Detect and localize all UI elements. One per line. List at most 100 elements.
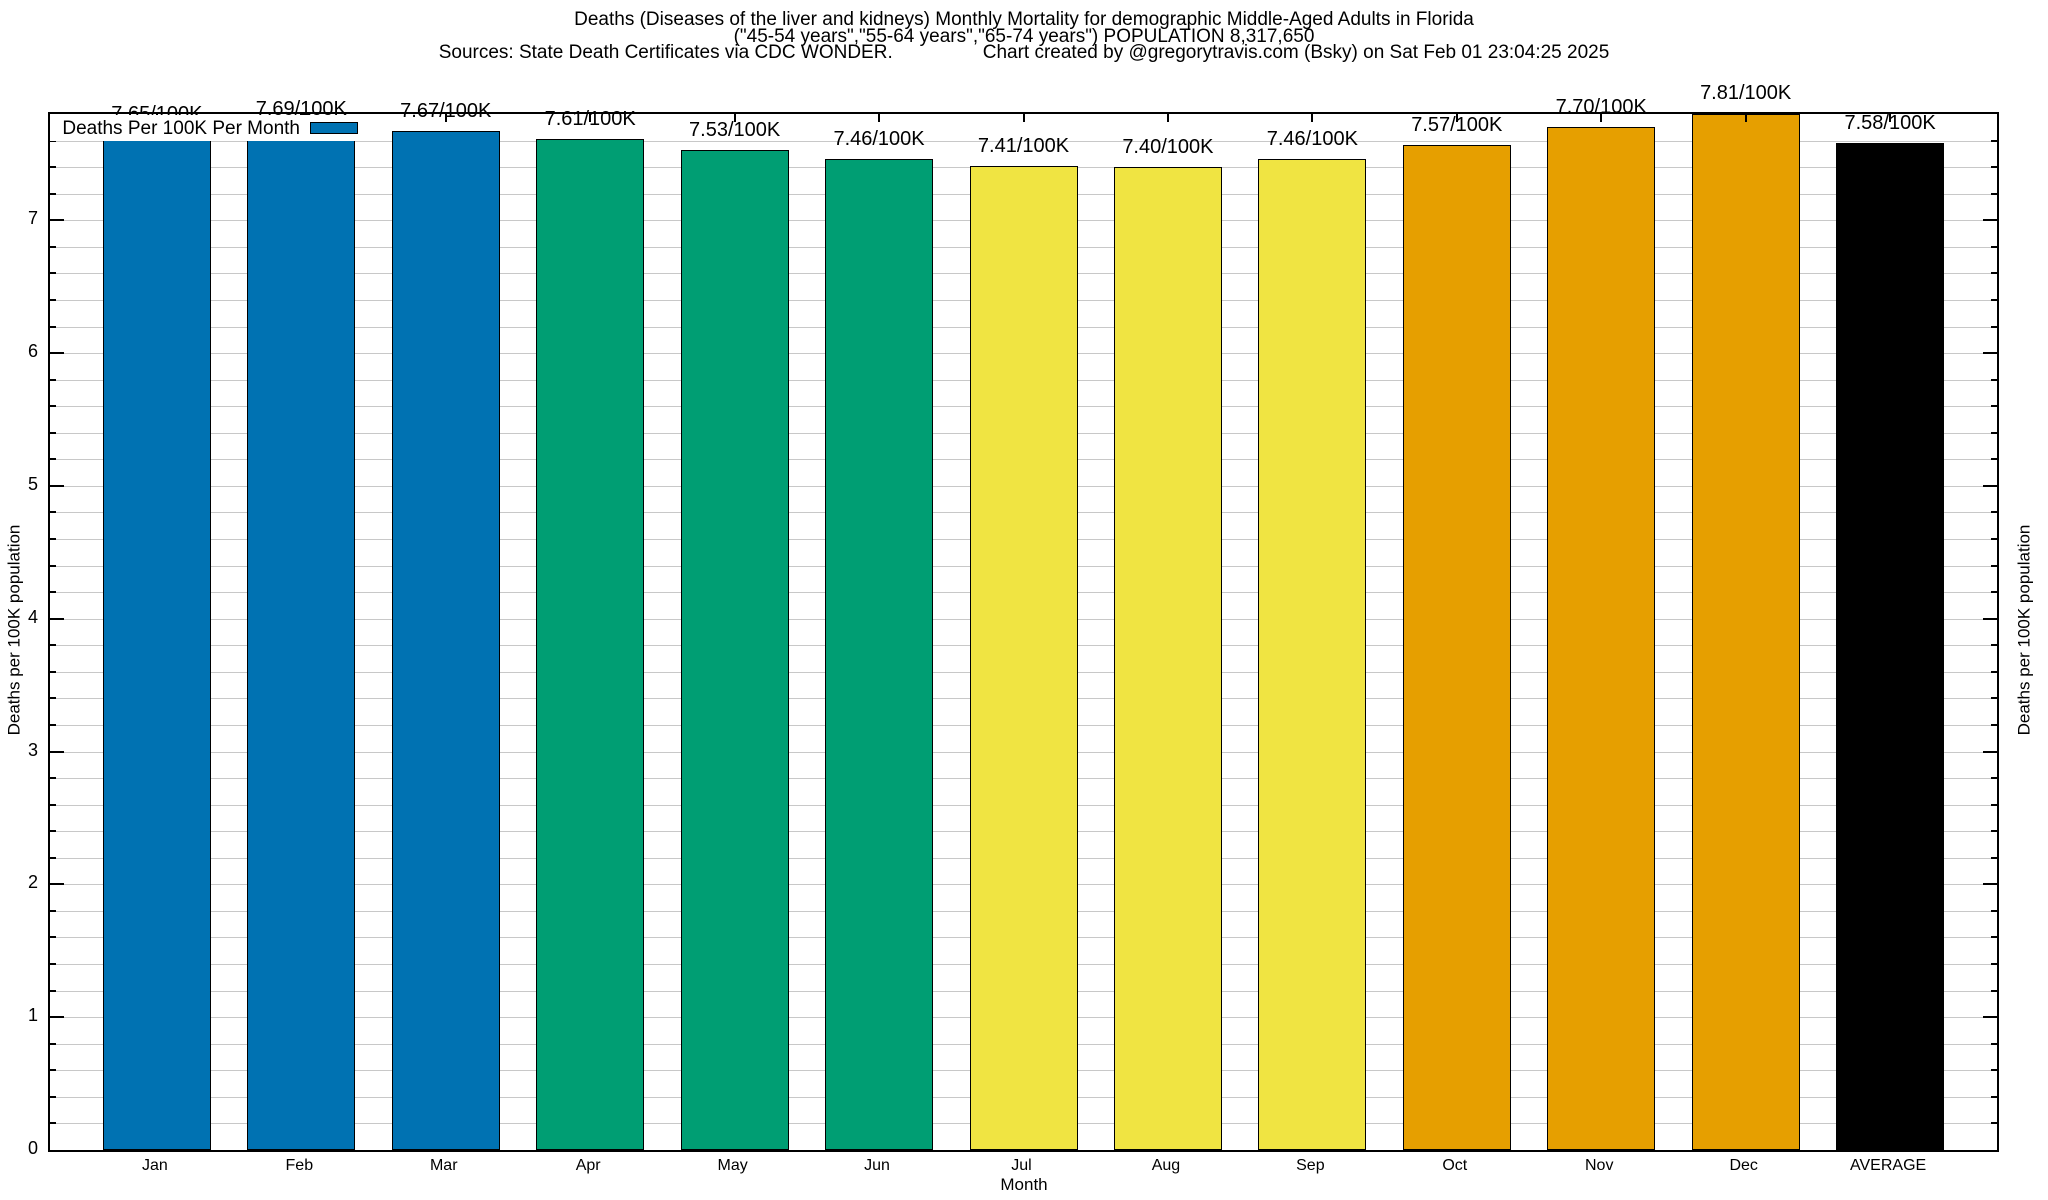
y-minor-tick-right [1991,644,1997,647]
y-minor-tick-right [1991,1069,1997,1072]
y-minor-tick-right [1991,856,1997,859]
y-tick-label: 4 [27,606,38,627]
bar-value-label: 7.46/100K [1266,128,1358,151]
y-major-tick-right [1983,1016,1997,1019]
chart-title-line3: Sources: State Death Certificates via CD… [0,43,2048,62]
y-major-tick-right [1983,219,1997,222]
y-minor-tick-right [1991,670,1997,673]
top-category-tick [1889,114,1892,122]
y-minor-tick-right [1991,697,1997,700]
y-axis-label-right: Deaths per 100K population [2014,524,2034,736]
y-major-tick-right [1983,352,1997,355]
y-tick-label: 5 [27,473,38,494]
x-tick-label-may: May [717,1157,748,1174]
y-minor-tick-left [50,963,56,966]
top-category-tick [733,114,736,122]
y-tick-label: 1 [27,1005,38,1026]
bar-apr [536,139,645,1150]
y-minor-tick-right [1991,989,1997,992]
y-minor-tick-right [1991,777,1997,780]
y-major-tick-right [1983,484,1997,487]
y-major-tick-left [50,352,64,355]
y-minor-tick-left [50,723,56,726]
chart-sources: Sources: State Death Certificates via CD… [438,42,893,63]
y-minor-tick-left [50,1042,56,1045]
y-minor-tick-left [50,405,56,408]
x-tick-label-average: AVERAGE [1850,1157,1927,1174]
y-minor-tick-left [50,1122,56,1125]
top-category-tick [1744,114,1747,122]
y-minor-tick-right [1991,298,1997,301]
bar-mar [391,131,500,1150]
bar-value-label: 7.61/100K [544,108,636,131]
y-minor-tick-right [1991,538,1997,541]
y-minor-tick-right [1991,936,1997,939]
y-minor-tick-left [50,697,56,700]
bar-value-label: 7.46/100K [833,128,925,151]
bar-sep [1258,159,1367,1150]
top-category-tick [1311,114,1314,122]
x-tick-label-dec: Dec [1729,1157,1758,1174]
x-tick-label-oct: Oct [1442,1157,1468,1174]
x-tick-label-mar: Mar [429,1157,458,1174]
y-minor-tick-right [1991,325,1997,328]
legend: Deaths Per 100K Per Month [50,115,362,141]
bar-value-label: 7.70/100K [1555,96,1647,119]
y-minor-tick-left [50,1095,56,1098]
y-tick-label: 3 [27,739,38,760]
y-minor-tick-left [50,1069,56,1072]
y-minor-tick-left [50,564,56,567]
y-major-tick-right [1983,617,1997,620]
y-minor-tick-left [50,166,56,169]
y-minor-tick-right [1991,139,1997,142]
bar-value-label: 7.53/100K [689,118,781,141]
y-minor-tick-left [50,298,56,301]
y-tick-label: 7 [27,208,38,229]
y-minor-tick-left [50,644,56,647]
x-tick-label-jun: Jun [864,1157,890,1174]
x-tick-label-sep: Sep [1296,1157,1325,1174]
x-tick-label-jan: Jan [141,1157,168,1174]
y-major-tick-left [50,883,64,886]
y-minor-tick-left [50,538,56,541]
bar-oct [1402,144,1511,1150]
bar-nov [1547,127,1656,1150]
bar-value-label: 7.41/100K [977,134,1070,157]
y-tick-label: 2 [27,872,38,893]
chart-credit: Chart created by @gregorytravis.com (Bsk… [982,42,1610,63]
y-major-tick-right [1983,750,1997,753]
bar-value-label: 7.67/100K [400,100,492,123]
top-category-tick [444,114,447,122]
y-minor-tick-left [50,378,56,381]
y-minor-tick-right [1991,803,1997,806]
x-tick-label-feb: Feb [285,1157,314,1174]
bar-dec [1691,114,1800,1150]
bar-jan [102,133,211,1150]
y-minor-tick-right [1991,431,1997,434]
bar-jun [825,159,934,1150]
x-tick-label-apr: Apr [575,1157,601,1174]
y-major-tick-left [50,484,64,487]
y-minor-tick-right [1991,1095,1997,1098]
x-tick-label-aug: Aug [1151,1157,1181,1174]
y-tick-label: 6 [27,341,38,362]
y-minor-tick-left [50,856,56,859]
bar-average [1836,143,1945,1150]
y-minor-tick-right [1991,405,1997,408]
y-minor-tick-left [50,192,56,195]
y-minor-tick-right [1991,830,1997,833]
bar-value-label: 7.69/100K [255,97,347,120]
bar-value-label: 7.58/100K [1844,112,1936,135]
y-minor-tick-right [1991,1042,1997,1045]
y-minor-tick-right [1991,1122,1997,1125]
legend-swatch-blue [310,122,358,134]
y-minor-tick-right [1991,909,1997,912]
y-minor-tick-right [1991,245,1997,248]
top-category-tick [1022,114,1025,122]
y-axis-label-left: Deaths per 100K population [4,524,24,736]
y-minor-tick-right [1991,166,1997,169]
y-minor-tick-right [1991,511,1997,514]
y-minor-tick-right [1991,591,1997,594]
y-minor-tick-right [1991,723,1997,726]
bar-aug [1113,167,1222,1150]
